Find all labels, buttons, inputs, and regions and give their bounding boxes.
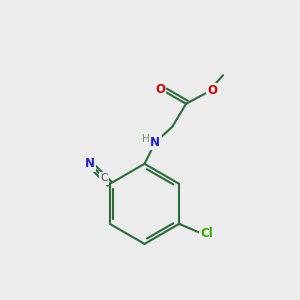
Text: O: O	[155, 83, 165, 96]
Text: C: C	[101, 173, 108, 184]
Text: Cl: Cl	[200, 226, 213, 240]
Text: O: O	[207, 84, 217, 97]
Text: H: H	[142, 134, 150, 144]
Text: N: N	[150, 136, 160, 149]
Text: N: N	[85, 157, 95, 170]
